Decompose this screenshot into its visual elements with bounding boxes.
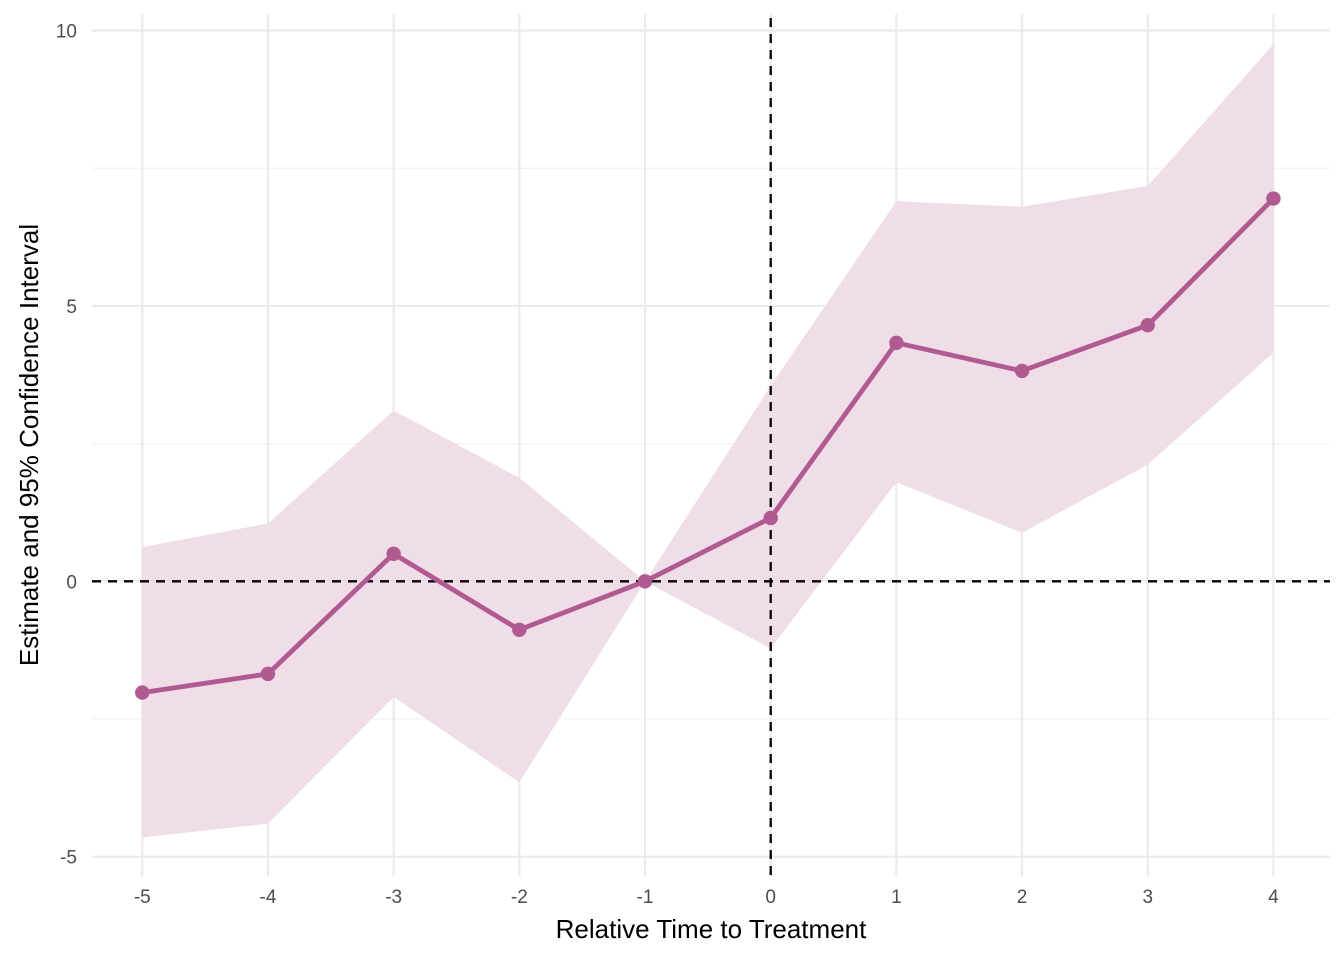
data-point xyxy=(1014,363,1030,379)
x-tick-label: 2 xyxy=(1017,887,1028,908)
data-point xyxy=(135,685,150,700)
x-tick-label: -3 xyxy=(385,887,402,908)
data-point xyxy=(1140,318,1155,333)
x-tick-labels: -5 -4 -3 -2 -1 0 1 2 3 4 xyxy=(134,887,1279,908)
confidence-band xyxy=(142,44,1274,838)
data-point xyxy=(763,510,778,526)
x-axis-title: Relative Time to Treatment xyxy=(556,914,867,944)
data-point xyxy=(889,335,904,351)
x-tick-label: -1 xyxy=(637,887,654,908)
estimate-points xyxy=(135,191,1281,700)
y-tick-label: 10 xyxy=(56,22,77,43)
y-tick-label: 5 xyxy=(66,297,77,318)
x-tick-label: 0 xyxy=(765,887,776,908)
estimate-line xyxy=(141,196,1276,695)
x-tick-label: 4 xyxy=(1268,887,1279,908)
x-tick-label: -5 xyxy=(134,887,151,908)
data-point xyxy=(637,574,653,589)
x-tick-label: 3 xyxy=(1142,887,1153,908)
data-point xyxy=(260,666,276,682)
y-tick-label: -5 xyxy=(60,848,77,869)
x-tick-label: 1 xyxy=(891,887,902,908)
x-tick-label: -4 xyxy=(260,887,277,908)
y-tick-labels: -5 0 5 10 xyxy=(56,22,77,869)
y-tick-label: 0 xyxy=(66,572,77,593)
data-point xyxy=(512,622,527,637)
data-point xyxy=(386,546,401,561)
x-tick-label: -2 xyxy=(511,887,528,908)
y-axis-title: Estimate and 95% Confidence Interval xyxy=(14,224,44,666)
data-point xyxy=(1266,191,1281,206)
